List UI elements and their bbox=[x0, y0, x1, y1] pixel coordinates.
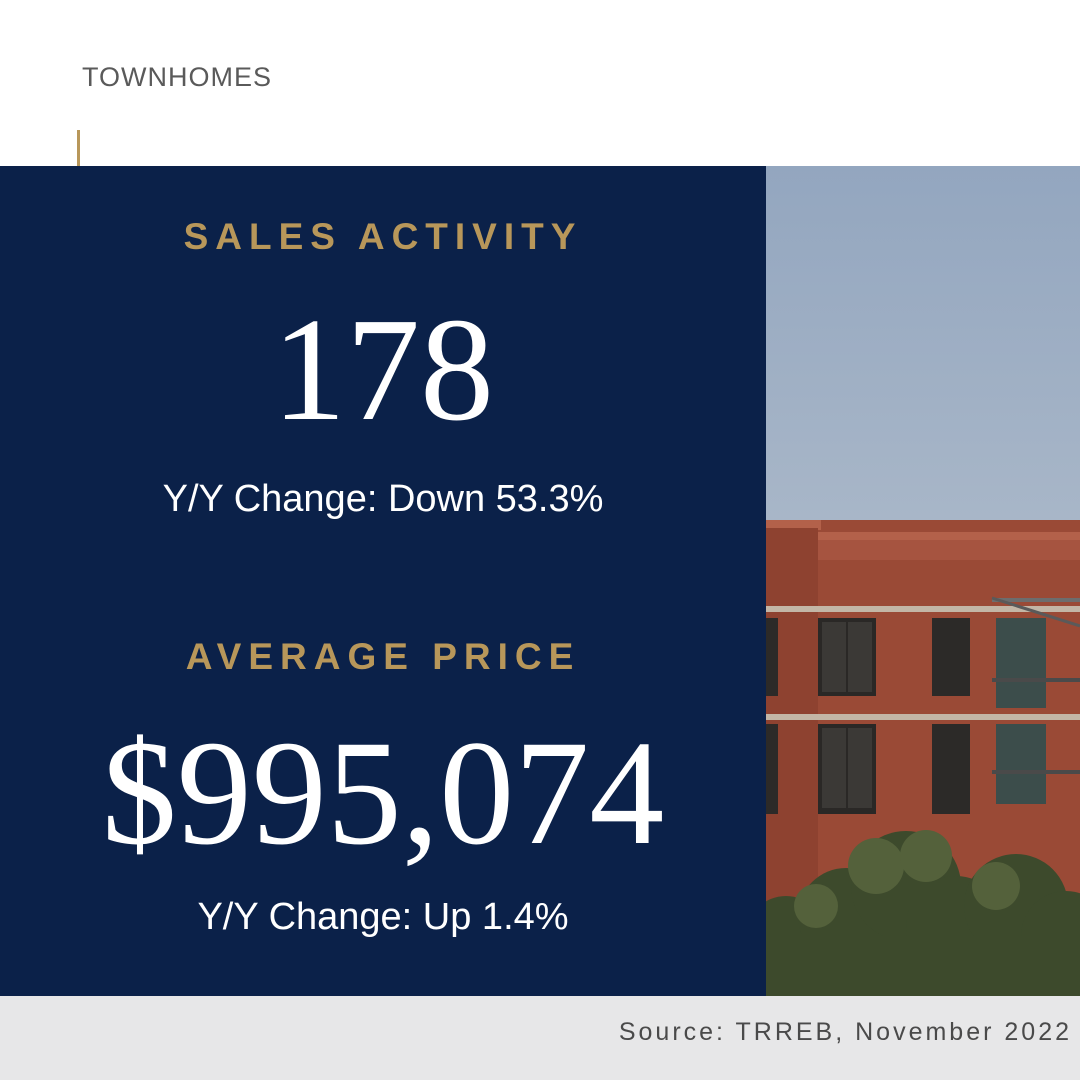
source-citation: Source: TRREB, November 2022 bbox=[618, 1018, 1072, 1046]
average-price-value: $995,074 bbox=[101, 710, 665, 876]
sales-activity-title: SALES ACTIVITY bbox=[183, 216, 583, 257]
footer-bar: Source: TRREB, November 2022 bbox=[0, 996, 1080, 1080]
stats-panel: SALES ACTIVITY 178 Y/Y Change: Down 53.3… bbox=[0, 166, 766, 996]
sales-activity-value: 178 bbox=[272, 288, 494, 452]
category-label: TOWNHOMES bbox=[82, 62, 272, 92]
average-price-change: Y/Y Change: Up 1.4% bbox=[197, 896, 569, 938]
accent-divider bbox=[77, 130, 80, 201]
townhome-photo bbox=[766, 166, 1080, 996]
sales-activity-change: Y/Y Change: Down 53.3% bbox=[162, 478, 604, 520]
average-price-title: AVERAGE PRICE bbox=[185, 636, 581, 677]
